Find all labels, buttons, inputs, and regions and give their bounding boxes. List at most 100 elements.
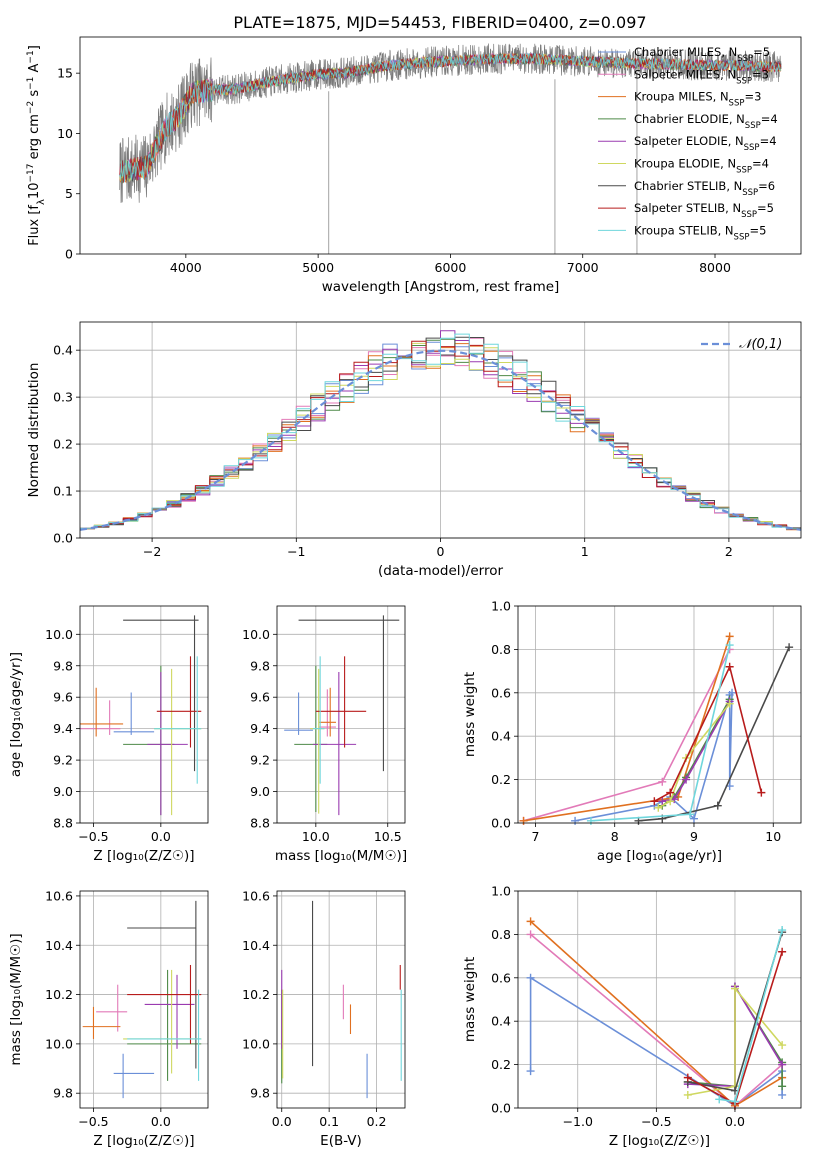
panel-spectrum: 4000 5000 6000 7000 8000 0 5 10 15 wavelength [An… xyxy=(26,36,802,295)
errorbar-8 xyxy=(127,964,202,1044)
y-tick-label: 10.0 xyxy=(242,1036,270,1051)
figure-title: PLATE=1875, MJD=54453, FIBERID=0400, z=0… xyxy=(233,13,646,32)
weight-marker xyxy=(778,1082,787,1091)
x-axis-label: (data-model)/error xyxy=(378,563,504,579)
legend-label-5: Salpeter ELODIE, NSSP=4 xyxy=(634,134,777,153)
y-tick-label: 9.4 xyxy=(53,721,73,736)
weight-marker xyxy=(526,917,535,926)
x-axis-label: wavelength [Angstrom, rest frame] xyxy=(322,279,560,295)
weight-marker xyxy=(683,1073,692,1082)
legend-label-1: Chabrier MILES, NSSP=5 xyxy=(634,45,770,64)
y-tick-label: 0.0 xyxy=(491,1101,511,1116)
y-tick-label: 5 xyxy=(65,186,73,201)
x-tick-label: −1 xyxy=(287,544,305,559)
x-tick-label: 8000 xyxy=(699,260,731,275)
errorbar-7 xyxy=(123,615,199,772)
x-tick-label: 0.0 xyxy=(151,1114,171,1129)
plot-area xyxy=(119,43,782,254)
x-tick-label: −0.5 xyxy=(78,829,108,844)
y-tick-label: 10.0 xyxy=(45,1036,73,1051)
errorbar-1 xyxy=(113,1053,155,1099)
legend-label-3: Kroupa MILES, NSSP=3 xyxy=(634,90,761,109)
y-tick-label: 9.4 xyxy=(250,721,270,736)
x-tick-label: 7000 xyxy=(567,260,599,275)
errorbar-5 xyxy=(144,974,195,1049)
weight-marker xyxy=(658,797,667,806)
x-tick-label: 0.2 xyxy=(367,1114,387,1129)
y-tick-label: 0.0 xyxy=(53,531,73,546)
plot-area xyxy=(79,330,802,531)
x-tick-label: 8 xyxy=(611,829,619,844)
y-tick-label: 9.8 xyxy=(53,1086,73,1101)
legend-label-normal: 𝒩(0,1) xyxy=(739,337,782,352)
weight-marker xyxy=(650,797,659,806)
weight-marker xyxy=(519,816,528,825)
x-tick-label: 0.1 xyxy=(319,1114,339,1129)
y-tick-label: 1.0 xyxy=(491,599,511,614)
y-tick-label: 0.8 xyxy=(491,927,511,942)
y-tick-label: 0 xyxy=(65,247,73,262)
normal-curve xyxy=(79,349,802,531)
errorbar-5 xyxy=(147,672,188,816)
weight-marker xyxy=(654,803,663,812)
y-tick-label: 0.2 xyxy=(491,772,511,787)
y-tick-label: 9.8 xyxy=(250,1086,270,1101)
y-tick-label: 9.6 xyxy=(53,690,73,705)
errorbar-7 xyxy=(298,615,400,772)
weight-marker xyxy=(757,788,766,797)
y-tick-label: 10.2 xyxy=(242,987,270,1002)
weight-marker xyxy=(686,810,695,819)
y-tick-label: 8.8 xyxy=(250,816,270,831)
weight-marker xyxy=(730,1097,739,1106)
y-tick-label: 8.8 xyxy=(53,816,73,831)
errorbar-5 xyxy=(312,672,357,816)
x-tick-label: 1 xyxy=(581,544,589,559)
weight-marker xyxy=(689,814,698,823)
axes-frame xyxy=(517,605,802,824)
legend-label-2: Salpeter MILES, NSSP=3 xyxy=(634,67,769,86)
y-tick-label: 9.0 xyxy=(53,784,73,799)
x-axis-label: age [log₁₀(age/yr)] xyxy=(597,848,722,864)
y-tick-label: 0.4 xyxy=(53,343,73,358)
y-tick-label: 9.8 xyxy=(53,658,73,673)
weight-line-9 xyxy=(719,929,783,1103)
axes-frame xyxy=(79,605,209,824)
x-tick-label: 0.0 xyxy=(272,1114,292,1129)
plot-area xyxy=(284,615,400,816)
errorbar-1 xyxy=(113,692,155,735)
weight-line-6 xyxy=(657,703,731,809)
y-tick-label: 0.4 xyxy=(491,1014,511,1029)
y-tick-label: 10.6 xyxy=(45,888,73,903)
weight-line-3 xyxy=(523,636,731,822)
y-tick-label: 0.6 xyxy=(491,685,511,700)
errorbar-9 xyxy=(312,656,325,784)
y-tick-label: 0.8 xyxy=(491,642,511,657)
x-tick-label: 4000 xyxy=(170,260,202,275)
axes-frame xyxy=(79,36,802,255)
weight-marker xyxy=(666,788,675,797)
errorbar-7 xyxy=(127,900,197,1069)
x-tick-label: 0 xyxy=(437,544,445,559)
y-tick-label: 0.6 xyxy=(491,970,511,985)
errorbar-4 xyxy=(294,665,328,812)
plot-area xyxy=(526,917,787,1110)
x-tick-label: 5000 xyxy=(302,260,334,275)
y-tick-label: 9.8 xyxy=(250,658,270,673)
x-tick-label: 2 xyxy=(725,544,733,559)
plot-area xyxy=(82,900,202,1099)
x-tick-label: 0.0 xyxy=(151,829,171,844)
y-tick-label: 0.2 xyxy=(53,437,73,452)
x-tick-label: 9 xyxy=(690,829,698,844)
legend-label-8: Salpeter STELIB, NSSP=5 xyxy=(634,201,774,220)
legend-label-4: Chabrier ELODIE, NSSP=4 xyxy=(634,112,778,131)
weight-line-8 xyxy=(653,664,763,803)
y-axis-label: mass weight xyxy=(462,672,478,757)
weight-marker xyxy=(778,1041,787,1050)
y-tick-label: 10.4 xyxy=(242,938,270,953)
x-tick-label: 7 xyxy=(531,829,539,844)
legend-label-9: Kroupa STELIB, NSSP=5 xyxy=(634,223,766,242)
x-axis-label: Z [log₁₀(Z/Z☉)] xyxy=(93,848,194,864)
x-tick-label: −1.0 xyxy=(563,1114,593,1129)
model-spectrum-9 xyxy=(119,52,782,183)
